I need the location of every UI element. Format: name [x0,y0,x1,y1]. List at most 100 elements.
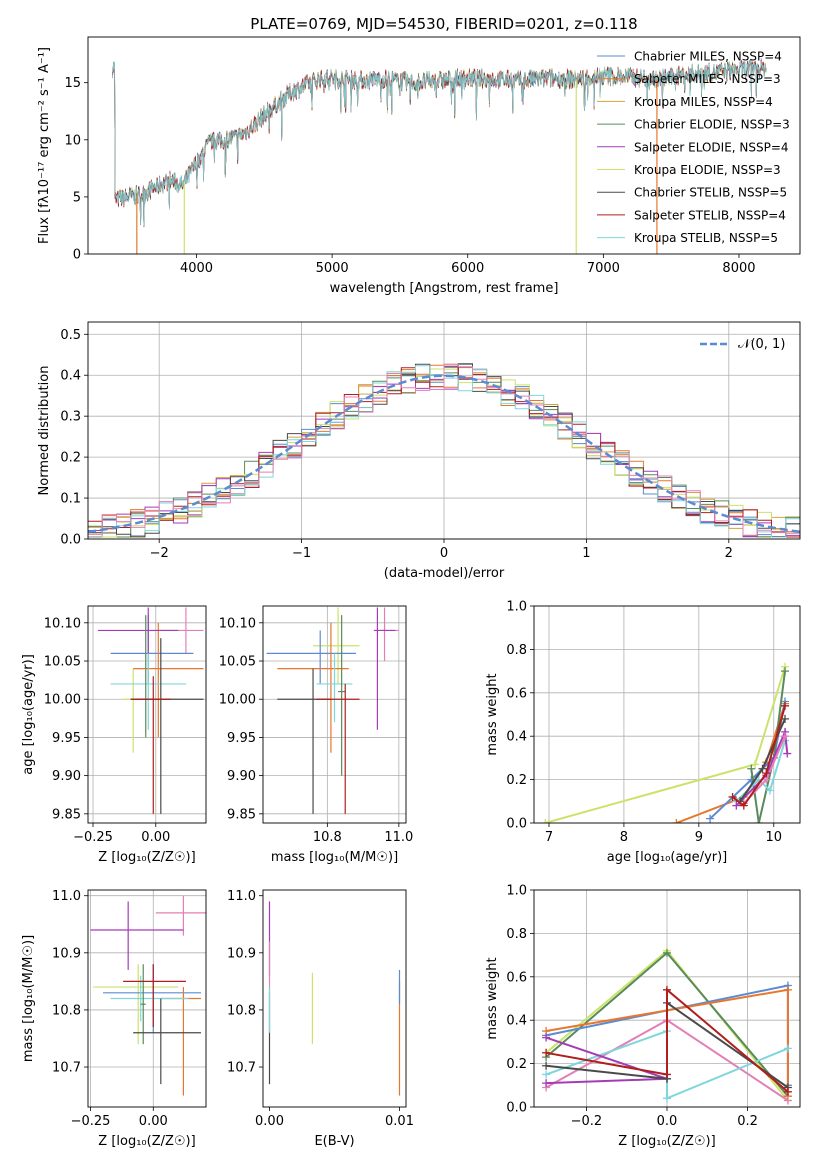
y-tick-label: 10.10 [44,616,81,631]
y-tick-label: 9.90 [227,769,256,784]
x-tick-label: 0.0 [657,1114,678,1129]
y-tick-label: 0.4 [506,1014,527,1029]
y-tick-label: 0.3 [60,410,81,425]
y-tick-label: 10 [64,133,81,148]
weight-marker [766,786,775,795]
y-tick-label: 0.2 [60,451,81,466]
y-axis-label: Normed distribution [37,366,52,496]
weight-marker [663,948,671,957]
legend-entry: Kroupa STELIB, NSSP=5 [634,231,778,245]
y-tick-label: 0.4 [60,369,81,384]
weight-marker [758,764,767,773]
x-axis-label: (data-model)/error [384,566,505,581]
weight-marker [728,792,737,801]
y-tick-label: 0.2 [506,773,527,788]
weight-marker [542,1079,551,1088]
x-tick-label: 2 [725,546,733,561]
weight-marker [541,819,550,823]
normal-curve [88,374,800,534]
y-tick-label: 0.0 [506,817,527,832]
x-tick-label: 10 [766,830,783,845]
x-tick-label: 7 [545,830,553,845]
weight-line-salpeter-elodie [735,727,789,807]
plot-area [98,607,204,814]
x-tick-label: −0.25 [71,1114,111,1129]
y-tick-label: 0.8 [506,927,527,942]
y-tick-label: 10.05 [219,655,256,670]
x-tick-label: −1 [292,546,311,561]
x-axis-label: Z [log₁₀(Z/Z☉)] [618,1134,715,1149]
y-tick-label: 0.2 [506,1057,527,1072]
plot-area [542,946,792,1105]
weight-marker [781,732,790,741]
x-tick-label: 0.00 [139,1114,168,1129]
x-tick-label: 0.2 [737,1114,758,1129]
y-tick-label: 0.1 [60,492,81,507]
y-tick-label: 0 [73,248,81,263]
axes-frame [87,36,801,255]
x-tick-label: 0.00 [255,1114,284,1129]
y-tick-label: 11.0 [52,889,81,904]
weight-marker [781,667,790,676]
chart-mass_vs_ebv: 0.00 0.01 10.7 10.8 10.9 11.0 E(B-V) [227,889,414,1149]
y-tick-label: 0.4 [506,730,527,745]
y-tick-label: 1.0 [506,884,527,899]
legend-entry: Chabrier ELODIE, NSSP=3 [634,118,790,132]
legend-entry: Salpeter ELODIE, NSSP=4 [634,140,789,154]
chart-massweight_vs_age: 7 8 9 10 0.0 0.2 0.4 0.6 0.8 1.0 age [log₁₀(age/yr… [485,600,801,865]
axes-frame [262,889,407,1108]
plot-area [541,662,792,823]
y-axis-label: mass weight [485,957,500,1039]
y-tick-label: 15 [64,76,81,91]
y-tick-label: 9.95 [227,731,256,746]
x-tick-label: 0.00 [141,830,170,845]
weight-line-salpeter-stelib [731,705,786,808]
plot-area [112,58,767,254]
y-tick-label: 9.85 [52,807,81,822]
chart-residual_hist: −2 −1 0 1 2 0.0 0.1 0.2 0.3 0.4 0.5 (data-model)/er… [37,321,801,581]
legend-entry: Salpeter STELIB, NSSP=4 [634,208,786,222]
x-tick-label: 1 [582,546,590,561]
y-axis-label: age [log₁₀(age/yr)] [21,654,36,775]
x-tick-label: 5000 [316,261,349,276]
weight-marker [542,1061,551,1070]
x-tick-label: 9 [695,830,703,845]
y-tick-label: 10.7 [227,1061,256,1076]
plot-area [268,901,401,1096]
chart-massweight_vs_Z: −0.2 0.0 0.2 0.0 0.2 0.4 0.6 0.8 1.0 Z [log₁₀(Z/Z… [485,884,801,1149]
x-tick-label: −0.2 [571,1114,603,1129]
chart-mass_vs_Z: −0.25 0.00 10.7 10.8 10.9 11.0 Z [log₁₀(Z/Z☉)]… [21,889,207,1149]
y-tick-label: 10.8 [227,1003,256,1018]
legend-entry: Kroupa MILES, NSSP=4 [634,95,773,109]
y-tick-label: 10.8 [52,1003,81,1018]
chart-age_vs_mass: 10.8 11.0 9.85 9.90 9.95 10.00 10.05 10.10 mass … [219,605,413,865]
x-axis-label: Z [log₁₀(Z/Z☉)] [98,1134,195,1149]
y-tick-label: 10.00 [44,693,81,708]
y-tick-label: 9.85 [227,807,256,822]
chart-age_vs_Z: −0.25 0.00 9.85 9.90 9.95 10.00 10.05 10.10 Z [l… [21,605,207,865]
weight-marker [706,814,715,823]
plot-area [266,607,399,814]
weight-marker [754,819,763,823]
histogram-pink [88,363,800,536]
x-axis-label: Z [log₁₀(Z/Z☉)] [98,850,195,865]
y-tick-label: 10.00 [219,693,256,708]
legend-entry: Chabrier STELIB, NSSP=5 [634,186,787,200]
weight-marker [781,701,790,710]
y-tick-label: 10.05 [44,655,81,670]
x-axis-label: wavelength [Angstrom, rest frame] [330,281,559,296]
weight-marker [739,801,748,810]
x-axis-label: E(B-V) [314,1134,354,1149]
chart-spectrum: 4000 5000 6000 7000 8000 0 5 10 15 wavelength [An… [37,36,801,296]
x-axis-label: age [log₁₀(age/yr)] [607,850,728,865]
x-tick-label: 10.8 [313,830,342,845]
weight-marker [672,819,681,823]
axes-frame [262,605,407,824]
axes-frame [87,889,207,1108]
plot-area [88,363,800,538]
y-tick-label: 9.90 [52,769,81,784]
y-tick-label: 0.6 [506,970,527,985]
weight-marker [762,769,771,778]
y-tick-label: 10.10 [219,616,256,631]
